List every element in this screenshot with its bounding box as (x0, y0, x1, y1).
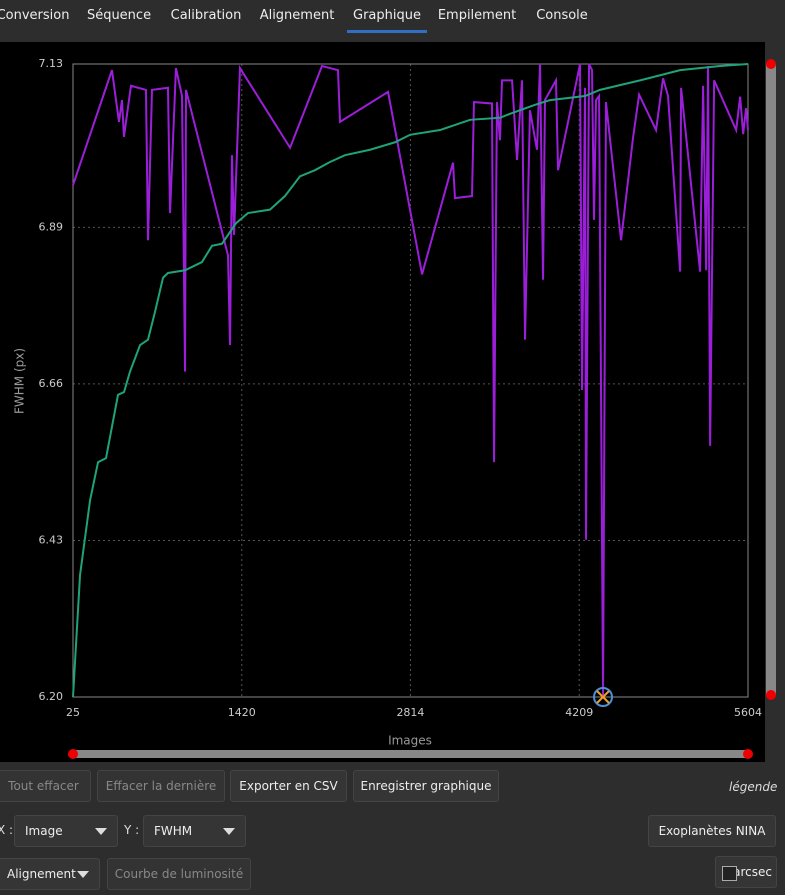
chart: FWHM (px) Images 6.20 6.43 6.66 6.89 7.13 25 1… (0, 42, 776, 762)
x-tick-label: 25 (66, 706, 80, 719)
data-line (72, 63, 749, 698)
x-tick-label: 4209 (565, 706, 593, 719)
y-tick-label: 6.43 (39, 533, 64, 546)
selected-point-cross (596, 690, 610, 704)
tab[interactable]: Calibration (170, 7, 242, 23)
y-axis-label: FWHM (px) (13, 348, 27, 414)
tab[interactable]: Graphique (347, 0, 427, 33)
checkbox[interactable]: arcsec (715, 856, 777, 888)
button[interactable]: Tout effacer (0, 770, 91, 802)
selected-point[interactable] (593, 687, 613, 707)
x-tick-label: 1420 (228, 706, 256, 719)
button[interactable]: Exoplanètes NINA (648, 815, 776, 847)
x-axis-label: Images (388, 734, 432, 748)
y-range-slider[interactable] (766, 64, 776, 695)
slider-handle[interactable] (68, 749, 78, 759)
y-combo[interactable]: FWHM (143, 815, 246, 847)
x-tick-label: 2814 (396, 706, 424, 719)
tab[interactable]: Conversion (0, 7, 70, 23)
legend-toggle[interactable]: légende (729, 780, 778, 794)
x-tick-label: 5604 (734, 706, 762, 719)
checkbox-box[interactable] (722, 866, 737, 881)
y-tick-label: 6.20 (39, 690, 64, 703)
combo-value: Alignement (7, 867, 76, 881)
plot-background (0, 42, 765, 762)
mode-combo[interactable]: Alignement (0, 858, 100, 890)
label: X : (0, 823, 14, 837)
tab[interactable]: Alignement (259, 7, 335, 23)
y-tick-label: 6.89 (39, 220, 64, 233)
slider-handle[interactable] (743, 749, 753, 759)
y-tick-label: 6.66 (39, 377, 64, 390)
tab-bar: Conversion Séquence Calibration Alignement G… (0, 0, 785, 33)
checkbox-label: arcsec (733, 865, 772, 879)
button[interactable]: Effacer la dernière (97, 770, 225, 802)
tab[interactable]: Empilement (437, 7, 517, 23)
tab[interactable]: Séquence (86, 7, 152, 23)
x-range-slider[interactable] (73, 750, 748, 758)
slider-handle[interactable] (766, 59, 776, 69)
tab[interactable]: Console (536, 7, 588, 23)
button[interactable]: Exporter en CSV (230, 770, 347, 802)
x-combo[interactable]: Image (14, 815, 118, 847)
slider-handle[interactable] (766, 690, 776, 700)
button[interactable]: Courbe de luminosité (107, 858, 251, 890)
combo-value: FWHM (154, 824, 193, 838)
y-tick-label: 7.13 (39, 57, 64, 70)
combo-value: Image (25, 824, 63, 838)
label: Y : (124, 823, 140, 837)
plot: 6.20 6.43 6.66 6.89 7.13 25 1420 2814 4209 5604 (39, 57, 763, 719)
button[interactable]: Enregistrer graphique (353, 770, 499, 802)
data-line (72, 63, 749, 695)
plot-frame (72, 63, 749, 698)
